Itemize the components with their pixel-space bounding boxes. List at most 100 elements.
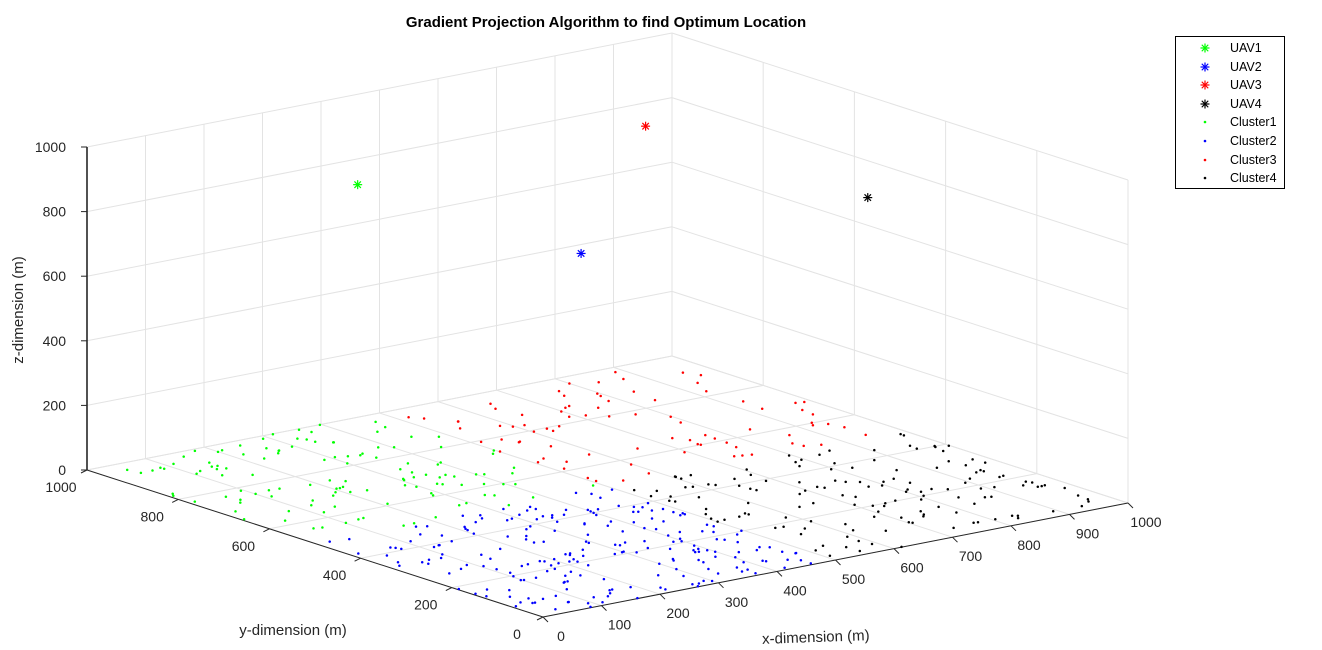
cluster-point-3 [564, 406, 567, 410]
cluster-point-2 [589, 605, 592, 609]
points-layer [125, 370, 1090, 611]
cluster-point-2 [514, 605, 518, 608]
cluster-point-2 [474, 520, 477, 524]
cluster-point-1 [283, 519, 287, 522]
cluster-point-4 [971, 458, 974, 461]
x-tick-label: 0 [557, 628, 565, 644]
legend-item-cluster1[interactable]: Cluster1 [1176, 113, 1284, 132]
cluster-point-4 [882, 480, 885, 484]
legend-item-uav2[interactable]: UAV2 [1176, 58, 1284, 77]
cluster-point-2 [543, 560, 546, 563]
cluster-point-4 [649, 494, 653, 498]
legend-item-uav1[interactable]: UAV1 [1176, 39, 1284, 58]
cluster-point-2 [586, 602, 590, 605]
cluster-point-2 [562, 513, 566, 516]
legend-item-uav3[interactable]: UAV3 [1176, 76, 1284, 95]
x-axis-label: x-dimension (m) [762, 627, 870, 648]
wall-gridline-z [86, 290, 673, 406]
cluster-point-1 [410, 471, 414, 474]
floor-gridline-x [554, 378, 1012, 527]
cluster-point-2 [646, 546, 650, 550]
cluster-point-4 [873, 448, 876, 452]
cluster-point-2 [646, 501, 650, 505]
cluster-point-1 [208, 461, 211, 464]
cluster-point-4 [749, 473, 753, 477]
cluster-point-1 [439, 445, 443, 449]
cluster-point-1 [438, 476, 441, 479]
cluster-point-2 [574, 491, 578, 495]
cluster-point-3 [597, 381, 600, 384]
legend-item-cluster3[interactable]: Cluster3 [1176, 151, 1284, 170]
uav-marker-4 [863, 193, 873, 203]
cluster-point-1 [412, 522, 416, 525]
cluster-point-4 [803, 527, 807, 530]
cluster-point-3 [407, 415, 410, 419]
cluster-point-2 [553, 529, 556, 532]
cluster-point-1 [376, 430, 379, 434]
cluster-point-2 [508, 588, 511, 592]
cluster-point-2 [672, 540, 675, 543]
x-tick [952, 536, 958, 543]
cluster-point-2 [602, 577, 606, 581]
cluster-point-1 [430, 492, 433, 495]
cluster-point-2 [489, 557, 492, 561]
cluster-point-2 [440, 534, 444, 537]
cluster-point-3 [500, 438, 503, 441]
cluster-point-4 [867, 485, 870, 488]
cluster-point-2 [553, 567, 557, 571]
cluster-point-4 [922, 513, 926, 516]
legend-asterisk [1200, 99, 1210, 109]
cluster-point-2 [678, 530, 682, 534]
cluster-point-4 [691, 485, 695, 489]
cluster-point-2 [485, 588, 489, 591]
cluster-point-2 [535, 517, 539, 521]
cluster-point-2 [735, 533, 739, 536]
cluster-point-2 [654, 527, 658, 531]
cluster-point-1 [502, 482, 505, 486]
cluster-point-4 [833, 461, 836, 465]
cluster-point-2 [636, 596, 639, 600]
cluster-point-2 [542, 540, 545, 544]
cluster-point-3 [599, 394, 602, 398]
legend[interactable]: UAV1 UAV2 UAV3 UAV4 Cluster1 Cluster2 Cluster3… [1175, 36, 1285, 189]
cluster-point-2 [529, 525, 532, 528]
cluster-point-1 [216, 450, 220, 454]
cluster-point-1 [210, 465, 214, 468]
cluster-point-4 [983, 495, 987, 499]
cluster-point-2 [480, 517, 484, 520]
cluster-point-2 [525, 509, 529, 512]
legend-items: UAV1 UAV2 UAV3 UAV4 Cluster1 Cluster2 Cluster3… [1176, 39, 1284, 188]
cluster-point-2 [740, 570, 744, 573]
legend-item-cluster4[interactable]: Cluster4 [1176, 169, 1284, 188]
cluster-point-3 [636, 447, 639, 450]
cluster-point-1 [220, 449, 224, 452]
cluster-point-4 [1030, 481, 1034, 484]
cluster-point-2 [555, 520, 559, 523]
cluster-point-1 [346, 462, 349, 465]
legend-item-uav4[interactable]: UAV4 [1176, 95, 1284, 114]
x-tick-label: 1000 [1130, 514, 1161, 530]
cluster-point-1 [215, 467, 219, 471]
cluster-point-1 [374, 420, 377, 424]
cluster-point-2 [557, 561, 560, 565]
x-tick [1010, 525, 1017, 532]
cluster-point-2 [783, 566, 786, 570]
cluster-point-2 [522, 578, 526, 582]
cluster-point-2 [737, 550, 741, 554]
y-tick-label: 800 [141, 508, 165, 524]
cluster-point-2 [552, 557, 556, 561]
cluster-point-4 [1036, 485, 1040, 488]
legend-item-cluster2[interactable]: Cluster2 [1176, 132, 1284, 151]
cluster-point-2 [635, 551, 638, 554]
cluster-point-4 [704, 512, 708, 516]
asterisk-marker-icon [1200, 43, 1210, 53]
cluster-point-1 [328, 479, 332, 482]
z-tick-label: 600 [43, 268, 67, 284]
cluster-point-2 [576, 560, 579, 563]
cluster-point-1 [333, 455, 337, 459]
cluster-point-4 [1063, 486, 1066, 490]
x-tick [1127, 502, 1134, 509]
cluster-point-1 [198, 469, 202, 473]
wall-gridline-z [86, 97, 673, 213]
cluster-point-4 [723, 518, 726, 522]
